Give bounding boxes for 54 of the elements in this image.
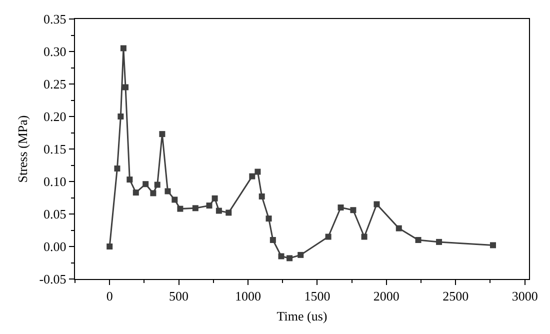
point — [106, 244, 113, 250]
y-tick-label: 0.05 — [44, 206, 66, 222]
point — [216, 208, 222, 214]
point — [278, 253, 284, 260]
point — [338, 204, 344, 210]
point — [154, 182, 160, 188]
x-tick-label: 0 — [106, 288, 113, 304]
x-tick-label: 2000 — [373, 288, 400, 304]
point — [436, 238, 442, 245]
point — [118, 114, 124, 120]
point — [415, 237, 422, 243]
point — [249, 173, 256, 180]
y-tick-label: 0.20 — [44, 109, 66, 124]
x-tick-label: 1500 — [304, 288, 330, 304]
x-tick-label: 1000 — [235, 288, 262, 304]
y-tick-label: 0.00 — [44, 239, 66, 254]
point — [159, 131, 166, 138]
point — [142, 181, 149, 188]
x-tick-label: 2500 — [442, 288, 469, 304]
y-tick-label: 0.30 — [44, 44, 66, 60]
point — [212, 195, 218, 202]
point — [374, 201, 380, 208]
point — [164, 188, 171, 194]
point — [266, 216, 272, 222]
point — [177, 206, 184, 212]
point — [325, 234, 332, 240]
y-tick-label: -0.05 — [39, 272, 66, 287]
point — [114, 166, 120, 172]
point — [120, 45, 126, 52]
point — [361, 234, 368, 240]
y-tick-label: 0.35 — [44, 12, 66, 27]
point — [192, 205, 198, 212]
y-tick-label: 0.15 — [44, 142, 66, 157]
x-axis-title: Time (us) — [276, 308, 328, 324]
point — [206, 202, 212, 209]
point — [172, 196, 178, 203]
point — [350, 207, 356, 214]
y-tick-label: 0.10 — [44, 174, 66, 190]
y-tick-label: 0.25 — [44, 76, 66, 92]
point — [258, 193, 265, 200]
point — [254, 168, 261, 175]
point — [126, 176, 133, 183]
point — [226, 210, 232, 216]
point — [286, 255, 293, 262]
point — [122, 84, 129, 90]
point — [396, 225, 402, 232]
point — [298, 252, 304, 258]
x-tick-label: 500 — [169, 288, 189, 304]
x-tick-label: 3000 — [512, 288, 538, 304]
point — [150, 190, 156, 196]
y-axis-title: Stress (MPa) — [15, 115, 30, 183]
point — [490, 242, 496, 248]
point — [132, 190, 139, 196]
point — [270, 237, 276, 243]
